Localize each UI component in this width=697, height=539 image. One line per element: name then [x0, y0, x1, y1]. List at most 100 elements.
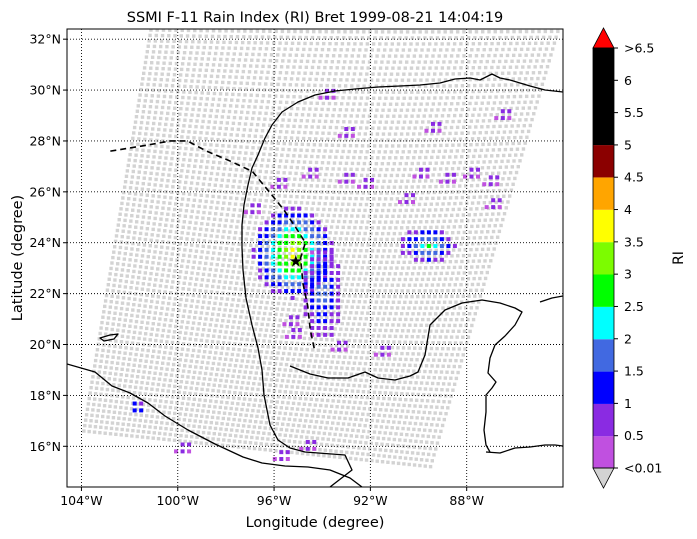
swath-footprint	[313, 137, 318, 141]
swath-footprint	[430, 84, 434, 88]
swath-footprint	[118, 312, 123, 316]
swath-footprint	[402, 323, 406, 327]
swath-footprint	[104, 365, 108, 370]
swath-footprint	[338, 433, 343, 437]
swath-footprint	[204, 102, 208, 107]
swath-footprint	[131, 275, 135, 279]
swath-footprint	[323, 202, 327, 206]
swath-footprint	[400, 409, 405, 413]
swath-footprint	[131, 336, 136, 340]
swath-footprint	[423, 387, 428, 391]
swath-footprint	[204, 393, 209, 397]
swath-footprint	[272, 367, 276, 371]
swath-footprint	[123, 218, 127, 223]
swath-footprint	[409, 357, 414, 362]
swath-footprint	[398, 317, 402, 322]
swath-footprint	[278, 41, 282, 45]
swath-footprint	[242, 397, 247, 401]
swath-footprint	[437, 30, 441, 34]
swath-footprint	[237, 298, 241, 302]
swath-footprint	[428, 411, 432, 415]
swath-footprint	[491, 148, 496, 152]
swath-footprint	[331, 421, 335, 425]
swath-footprint	[143, 60, 148, 65]
swath-footprint	[161, 66, 165, 71]
swath-footprint	[170, 313, 174, 317]
swath-footprint	[144, 359, 148, 363]
swath-footprint	[139, 386, 143, 390]
swath-footprint	[345, 132, 349, 136]
swath-footprint	[435, 36, 440, 40]
swath-footprint	[299, 435, 304, 439]
swath-footprint	[538, 47, 542, 51]
swath-footprint	[431, 54, 435, 58]
swath-footprint	[432, 317, 436, 322]
swath-footprint	[474, 125, 478, 129]
swath-footprint	[186, 348, 190, 352]
swath-footprint	[530, 117, 534, 122]
swath-footprint	[226, 52, 230, 56]
swath-footprint	[442, 300, 447, 304]
swath-footprint	[288, 434, 293, 438]
swath-footprint	[519, 112, 524, 116]
swath-footprint	[200, 278, 205, 282]
swath-footprint	[379, 323, 384, 327]
swath-footprint	[110, 421, 115, 425]
swath-footprint	[383, 266, 388, 270]
swath-footprint	[339, 282, 343, 286]
swath-footprint	[108, 272, 112, 276]
swath-footprint	[405, 132, 410, 136]
swath-footprint	[281, 88, 285, 93]
swath-footprint	[251, 52, 255, 57]
swath-footprint	[337, 242, 341, 247]
swath-footprint	[221, 144, 225, 148]
swath-footprint	[405, 432, 409, 437]
swath-footprint	[406, 427, 411, 431]
swath-footprint	[462, 190, 466, 194]
swath-footprint	[177, 213, 182, 218]
swath-footprint	[132, 302, 136, 307]
swath-footprint	[449, 149, 454, 153]
swath-footprint	[162, 262, 167, 266]
swath-footprint	[183, 214, 188, 218]
swath-footprint	[356, 305, 360, 309]
swath-footprint	[437, 149, 442, 154]
swath-footprint	[297, 402, 301, 406]
swath-footprint	[366, 197, 370, 201]
swath-footprint	[201, 182, 206, 186]
swath-footprint	[380, 362, 384, 367]
swath-footprint	[411, 312, 415, 316]
swath-footprint	[374, 385, 378, 389]
swath-footprint	[247, 134, 251, 138]
swath-footprint	[149, 392, 153, 397]
swath-footprint	[367, 237, 372, 242]
swath-footprint	[425, 196, 429, 201]
swath-footprint	[165, 421, 169, 426]
swath-footprint	[295, 385, 300, 390]
swath-footprint	[327, 184, 331, 189]
swath-footprint	[181, 396, 186, 400]
swath-footprint	[198, 68, 202, 72]
swath-footprint	[228, 363, 232, 367]
swath-footprint	[473, 83, 477, 88]
swath-footprint	[177, 185, 181, 190]
swath-footprint	[413, 323, 418, 327]
swath-footprint	[386, 419, 391, 424]
swath-footprint	[396, 283, 400, 287]
swath-footprint	[242, 191, 246, 196]
swath-footprint	[294, 83, 299, 87]
swath-footprint	[189, 304, 193, 308]
swath-footprint	[438, 254, 443, 258]
swath-footprint	[411, 202, 416, 207]
swath-footprint	[420, 398, 424, 403]
swath-footprint	[388, 78, 392, 82]
swath-footprint	[223, 69, 227, 73]
swath-footprint	[294, 369, 298, 373]
swath-footprint	[207, 355, 211, 360]
swath-footprint	[400, 311, 404, 316]
swath-footprint	[331, 438, 336, 442]
swath-footprint	[102, 404, 107, 408]
swath-footprint	[367, 305, 371, 310]
swath-footprint	[437, 417, 441, 421]
swath-footprint	[142, 276, 147, 281]
